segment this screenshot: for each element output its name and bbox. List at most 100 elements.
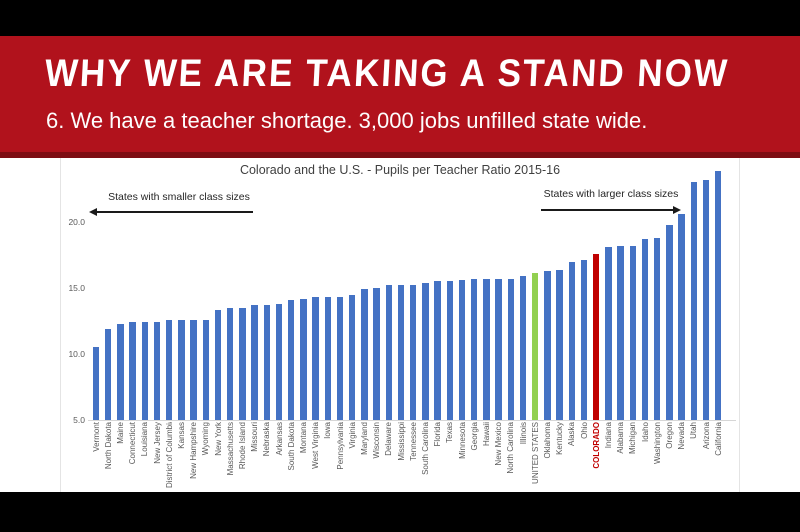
x-label-texas: Texas bbox=[445, 422, 455, 443]
x-label-arizona: Arizona bbox=[701, 422, 711, 450]
bar-illinois bbox=[519, 276, 527, 420]
header-banner: WHY WE ARE TAKING A STAND NOW 6. We have… bbox=[0, 36, 800, 152]
bar-nevada bbox=[678, 214, 685, 420]
letterbox-top bbox=[0, 0, 800, 36]
right-arrow-icon bbox=[541, 206, 681, 214]
y-tick-label: 15.0 bbox=[68, 283, 85, 293]
left-arrow-shaft bbox=[95, 211, 253, 213]
x-label-florida: Florida bbox=[433, 422, 443, 447]
bar-georgia bbox=[470, 278, 478, 420]
bar-nebraska bbox=[263, 305, 271, 420]
annotation-smaller-classes: States with smaller class sizes bbox=[108, 191, 250, 203]
bar-oklahoma bbox=[544, 270, 551, 420]
bar-wyoming bbox=[202, 319, 210, 420]
bar-colorado bbox=[592, 253, 600, 420]
bar-north-carolina bbox=[507, 278, 515, 420]
x-label-oklahoma: Oklahoma bbox=[542, 422, 552, 459]
x-label-nevada: Nevada bbox=[677, 422, 687, 450]
x-label-montana: Montana bbox=[298, 422, 308, 454]
x-label-idaho: Idaho bbox=[640, 422, 650, 443]
x-label-new-jersey: New Jersey bbox=[152, 422, 162, 464]
x-label-maryland: Maryland bbox=[359, 422, 369, 455]
x-label-connecticut: Connecticut bbox=[128, 422, 138, 465]
x-label-nebraska: Nebraska bbox=[262, 422, 272, 457]
bar-south-dakota bbox=[287, 299, 295, 420]
bar-mississippi bbox=[397, 285, 405, 420]
bar-idaho bbox=[641, 239, 649, 420]
x-label-rhode-island: Rhode Island bbox=[237, 422, 247, 470]
x-label-kentucky: Kentucky bbox=[555, 422, 565, 455]
bar-texas bbox=[446, 281, 454, 420]
bar-utah bbox=[690, 182, 698, 420]
bar-new-mexico bbox=[495, 278, 502, 420]
bar-west-virginia bbox=[312, 297, 319, 420]
x-label-south-carolina: South Carolina bbox=[420, 422, 430, 475]
x-label-north-dakota: North Dakota bbox=[103, 422, 113, 470]
letterbox-bottom bbox=[0, 492, 800, 532]
bar-michigan bbox=[629, 245, 637, 420]
x-label-louisiana: Louisiana bbox=[140, 422, 150, 457]
bar-tennessee bbox=[409, 285, 417, 420]
bar-arizona bbox=[702, 179, 710, 420]
left-arrowhead-icon bbox=[89, 208, 97, 216]
bar-massachusetts bbox=[226, 307, 234, 420]
bar-district-of-columbia bbox=[165, 319, 173, 420]
x-label-north-carolina: North Carolina bbox=[506, 422, 516, 474]
slide-subtitle: 6. We have a teacher shortage. 3,000 job… bbox=[46, 108, 648, 133]
bar-hawaii bbox=[483, 278, 490, 420]
x-label-kansas: Kansas bbox=[176, 422, 186, 449]
x-label-tennessee: Tennessee bbox=[408, 422, 418, 461]
x-label-california: California bbox=[713, 422, 723, 456]
bar-indiana bbox=[605, 247, 612, 420]
x-label-alabama: Alabama bbox=[616, 422, 626, 454]
x-label-missouri: Missouri bbox=[250, 422, 260, 452]
x-label-illinois: Illinois bbox=[518, 422, 528, 445]
pupils-per-teacher-chart: Colorado and the U.S. - Pupils per Teach… bbox=[60, 158, 740, 492]
bar-california bbox=[714, 170, 722, 420]
bar-missouri bbox=[251, 305, 258, 420]
y-tick-label: 10.0 bbox=[68, 349, 85, 359]
bar-connecticut bbox=[129, 322, 136, 420]
x-label-wisconsin: Wisconsin bbox=[372, 422, 382, 459]
bar-new-hampshire bbox=[190, 319, 197, 420]
x-label-massachusetts: Massachusetts bbox=[225, 422, 235, 476]
bar-maine bbox=[117, 323, 124, 420]
x-label-michigan: Michigan bbox=[628, 422, 638, 455]
x-label-minnesota: Minnesota bbox=[457, 422, 467, 459]
bar-pennsylvania bbox=[336, 297, 344, 420]
x-axis-line bbox=[88, 420, 736, 421]
bar-north-dakota bbox=[104, 328, 112, 420]
bar-south-carolina bbox=[422, 282, 429, 420]
bar-vermont bbox=[92, 347, 100, 420]
bar-new-york bbox=[214, 310, 222, 420]
x-label-new-york: New York bbox=[213, 422, 223, 456]
x-label-new-mexico: New Mexico bbox=[494, 422, 504, 466]
x-label-delaware: Delaware bbox=[384, 422, 394, 456]
bar-iowa bbox=[324, 297, 332, 420]
bar-kentucky bbox=[556, 269, 563, 420]
y-tick-label: 20.0 bbox=[68, 217, 85, 227]
x-label-utah: Utah bbox=[689, 422, 699, 439]
content-area: Colorado and the U.S. - Pupils per Teach… bbox=[0, 158, 800, 492]
x-label-mississippi: Mississippi bbox=[396, 422, 406, 461]
left-arrow-icon bbox=[89, 208, 253, 216]
bar-kansas bbox=[178, 319, 185, 420]
bar-rhode-island bbox=[239, 307, 246, 420]
bar-ohio bbox=[580, 260, 588, 420]
x-label-iowa: Iowa bbox=[323, 422, 333, 439]
x-label-georgia: Georgia bbox=[469, 422, 479, 451]
bar-minnesota bbox=[458, 280, 466, 420]
bar-florida bbox=[434, 281, 441, 420]
x-label-washington: Washington bbox=[652, 422, 662, 464]
bar-new-jersey bbox=[153, 322, 161, 420]
annotation-larger-classes: States with larger class sizes bbox=[543, 188, 679, 200]
x-label-arkansas: Arkansas bbox=[274, 422, 284, 456]
bar-maryland bbox=[361, 289, 368, 420]
x-label-oregon: Oregon bbox=[664, 422, 674, 449]
x-label-ohio: Ohio bbox=[579, 422, 589, 439]
bar-arkansas bbox=[275, 303, 283, 420]
bar-alaska bbox=[568, 261, 576, 420]
right-arrowhead-icon bbox=[673, 206, 681, 214]
x-label-pennsylvania: Pennsylvania bbox=[335, 422, 345, 470]
